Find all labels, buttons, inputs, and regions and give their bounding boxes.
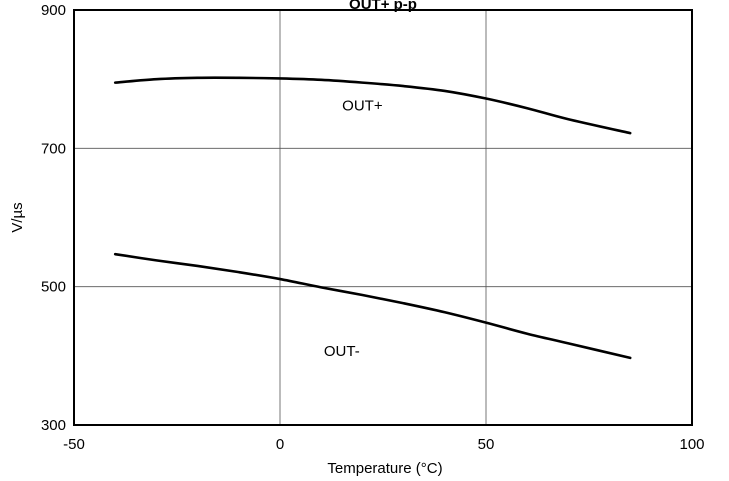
plot-frame	[73, 9, 693, 426]
grid-lines	[74, 10, 692, 425]
series-line-outplus	[113, 76, 632, 135]
series-label-out-plus: OUT+	[342, 97, 383, 114]
series-layer	[113, 76, 632, 360]
x-tick-label: 50	[478, 436, 495, 453]
y-tick-label: 500	[41, 279, 66, 296]
x-axis-label: Temperature (°C)	[327, 460, 442, 477]
series-labels: OUT+ OUT-	[324, 97, 383, 360]
x-tick-label: -50	[63, 436, 85, 453]
chart-title: OUT+ p-p	[349, 0, 417, 13]
series-label-out-minus: OUT-	[324, 343, 360, 360]
y-axis-label: V/µs	[9, 202, 26, 232]
series-line-outminus	[113, 252, 632, 360]
tick-labels: -50 0 50 100 300 500 700 900	[41, 2, 705, 453]
y-tick-label: 700	[41, 140, 66, 157]
x-tick-label: 100	[679, 436, 704, 453]
x-tick-label: 0	[276, 436, 284, 453]
y-tick-label: 900	[41, 2, 66, 19]
y-tick-label: 300	[41, 417, 66, 434]
